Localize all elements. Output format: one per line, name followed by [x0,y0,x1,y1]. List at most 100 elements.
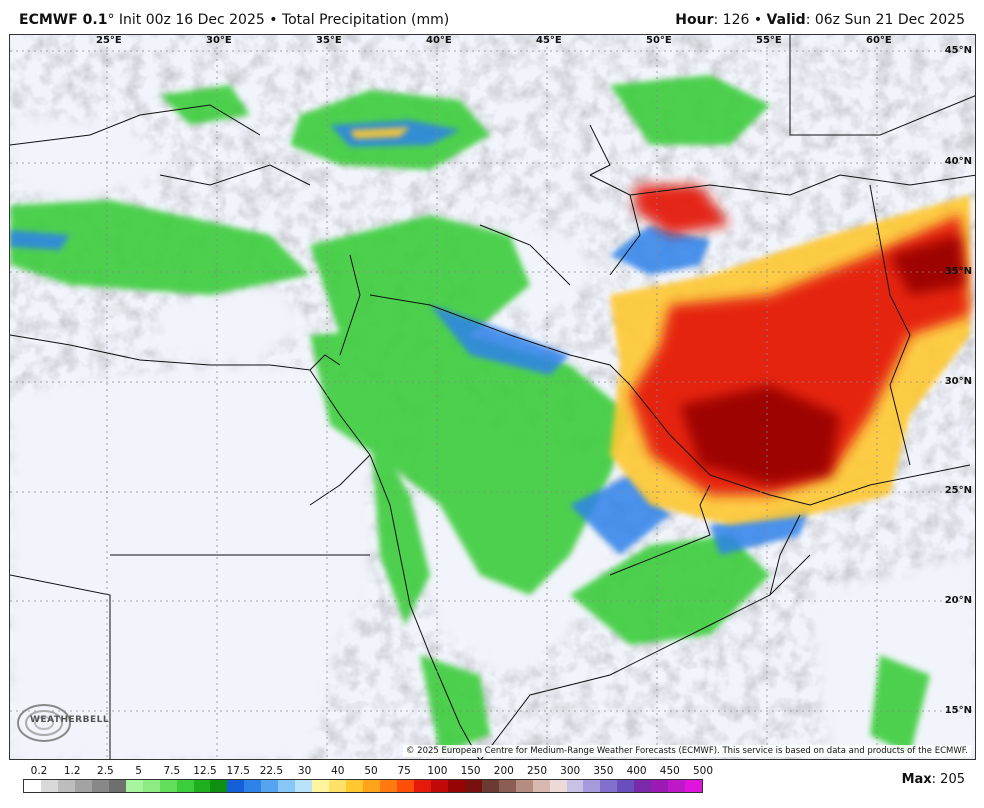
legend-swatch [685,780,703,792]
lat-label: 45°N [944,45,972,56]
model-name: ECMWF 0.1 [19,12,108,28]
header: ECMWF 0.1° Init 00z 16 Dec 2025 • Total … [0,0,984,34]
legend-tick-label: 400 [626,765,647,777]
lat-label: 40°N [944,156,972,167]
lon-label: 45°E [536,35,562,46]
lat-label: 25°N [944,485,972,496]
legend-tick-label: 100 [427,765,448,777]
legend-swatch [40,780,58,792]
legend-swatch [498,780,516,792]
lat-label: 15°N [944,705,972,716]
legend-tick-label: 350 [593,765,614,777]
legend-swatch [295,780,313,792]
legend-swatch [549,780,567,792]
legend-tick-label: 450 [659,765,680,777]
legend-tick-label: 75 [397,765,411,777]
legend-tick-label: 2.5 [97,765,114,777]
legend: 0.2 1.2 2.5 5 7.5 12.5 17.5 22.5 30 40 50 75 100 150 2… [23,765,713,795]
dark-red-precip [680,235,965,485]
legend-swatch [600,780,618,792]
legend-swatch [532,780,550,792]
init-description: Init 00z 16 Dec 2025 • Total Precipitati… [114,12,450,28]
legend-swatch [668,780,686,792]
legend-swatch [142,780,160,792]
chart-title: ECMWF 0.1° Init 00z 16 Dec 2025 • Total … [19,12,449,28]
legend-swatch [312,780,330,792]
lon-label: 30°E [206,35,232,46]
logo-text: WEATHERBELL [30,715,110,725]
legend-swatch [261,780,279,792]
legend-swatch [24,780,41,792]
legend-tick-label: 300 [560,765,581,777]
legend-swatch [515,780,533,792]
gridlines [10,35,975,759]
legend-swatch [159,780,177,792]
legend-swatch [413,780,431,792]
legend-swatch [346,780,364,792]
lon-label: 50°E [646,35,672,46]
legend-swatch [380,780,397,792]
legend-swatch [617,780,635,792]
logo-swirl-icon [17,704,71,742]
hour-value: : 126 • [713,12,767,28]
legend-tick-label: 50 [364,765,378,777]
copyright-notice: © 2025 European Centre for Medium-Range … [402,745,971,757]
legend-tick-label: 22.5 [259,765,284,777]
legend-tick-label: 250 [526,765,548,777]
max-number: : 205 [931,772,965,787]
lon-label: 60°E [866,35,892,46]
valid-label: Valid [766,12,806,28]
legend-swatch [74,780,92,792]
legend-swatch [481,780,499,792]
legend-swatch [210,780,228,792]
max-label: Max [901,772,932,787]
legend-swatch [176,780,194,792]
legend-tick-label: 17.5 [226,765,250,777]
lon-label: 55°E [756,35,782,46]
valid-time: Hour: 126 • Valid: 06z Sun 21 Dec 2025 [675,12,965,28]
legend-swatch [193,780,211,792]
borders [10,35,975,759]
legend-tick-label: 12.5 [193,765,217,777]
legend-swatch [329,780,347,792]
legend-tick-label: 30 [297,765,312,777]
hour-label: Hour [675,12,714,28]
legend-swatch [125,780,143,792]
precipitation-map: 25°E 30°E 35°E 40°E 45°E 50°E 55°E 60°E … [9,34,976,760]
legend-tick-label: 5 [135,765,142,777]
lon-label: 25°E [96,35,122,46]
lat-label: 30°N [944,376,972,387]
legend-tick-label: 1.2 [63,765,81,777]
legend-swatch [227,780,245,792]
legend-swatch [108,780,126,792]
lat-label: 35°N [944,266,972,277]
lat-label: 20°N [944,595,972,606]
legend-tick-label: 40 [331,765,345,777]
map-canvas [10,35,975,759]
legend-swatch [396,780,414,792]
legend-tick-label: 7.5 [163,765,181,777]
legend-tick-label: 150 [460,765,481,777]
legend-swatch [244,780,262,792]
legend-swatch [634,780,652,792]
weatherbell-logo: WEATHERBELL [14,701,109,745]
legend-swatch [363,780,381,792]
degree-symbol: ° [107,12,115,28]
legend-tick-label: 500 [692,765,714,777]
legend-tick-label: 200 [493,765,514,777]
legend-swatch [91,780,109,792]
lon-label: 35°E [316,35,342,46]
legend-tick-label: 0.2 [30,765,48,777]
legend-swatch [566,780,584,792]
legend-colorbar [23,779,703,793]
valid-value: : 06z Sun 21 Dec 2025 [805,12,965,28]
legend-swatch [464,780,482,792]
legend-swatch [583,780,601,792]
legend-swatch [430,780,448,792]
legend-swatch [57,780,75,792]
legend-swatch [278,780,296,792]
max-value: Max: 205 [902,772,965,787]
legend-swatch [651,780,669,792]
legend-swatch [447,780,465,792]
lon-label: 40°E [426,35,452,46]
